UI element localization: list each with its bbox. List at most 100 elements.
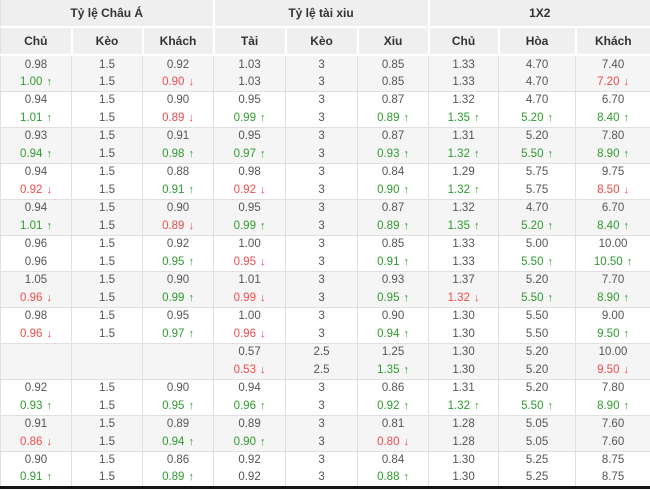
odds-value: 5.05 xyxy=(525,435,549,448)
odds-cell: 1.01 ↑ xyxy=(0,109,72,128)
odds-value: 0.89 xyxy=(162,219,185,232)
odds-cell: 0.94 xyxy=(213,379,287,397)
odds-cell: 1.32 ↑ xyxy=(428,145,500,164)
odds-value: 0.96 xyxy=(24,255,48,268)
odds-value: 3 xyxy=(318,418,325,431)
up-arrow-icon: ↑ xyxy=(188,471,194,484)
odds-value: 0.93 xyxy=(377,147,400,160)
odds-cell: 1.32 ↑ xyxy=(428,181,500,200)
odds-value: 1.5 xyxy=(99,238,115,251)
odds-value: 1.33 xyxy=(452,58,475,71)
odds-value: 1.25 xyxy=(381,346,405,359)
odds-cell: 0.94 ↑ xyxy=(0,145,72,164)
odds-cell: 0.81 xyxy=(357,415,430,433)
odds-value: 3 xyxy=(318,435,325,448)
column-header-row: Chủ Kèo Khách Tài Kèo Xiu Chủ Hòa Khách xyxy=(0,27,650,56)
odds-value: 8.50 xyxy=(597,183,620,196)
odds-value: 0.84 xyxy=(381,454,405,467)
odds-cell: 3 xyxy=(285,181,359,200)
up-arrow-icon: ↑ xyxy=(403,327,409,340)
odds-cell: 1.00 xyxy=(213,307,287,325)
table-row: 0.92 1.5 0.90 0.94 3 0.86 1.31 5.20 7.80 xyxy=(0,379,650,397)
odds-value: 0.95 xyxy=(238,202,261,215)
odds-value: 1.28 xyxy=(452,418,475,431)
odds-cell: 3 xyxy=(285,469,359,488)
odds-cell: 0.95 xyxy=(213,91,287,109)
odds-cell: 1.00 ↑ xyxy=(0,73,72,92)
up-arrow-icon: ↑ xyxy=(403,291,409,304)
odds-cell: 1.5 xyxy=(71,127,143,145)
odds-cell: 0.91 xyxy=(142,127,215,145)
odds-value: 1.32 xyxy=(447,183,470,196)
odds-value: 0.94 xyxy=(24,94,48,107)
odds-value: 5.50 xyxy=(521,147,544,160)
odds-cell: 0.95 ↑ xyxy=(142,253,215,272)
odds-cell: 1.33 xyxy=(428,55,500,73)
up-arrow-icon: ↑ xyxy=(188,435,194,448)
column-header-1x2-draw: Hòa xyxy=(498,27,577,56)
odds-value: 1.30 xyxy=(452,327,475,340)
up-arrow-icon: ↑ xyxy=(403,183,409,196)
odds-value: 1.35 xyxy=(377,363,400,376)
odds-cell: 0.99 ↓ xyxy=(213,289,287,308)
odds-cell: 1.30 xyxy=(428,325,500,344)
down-arrow-icon: ↓ xyxy=(403,435,409,448)
up-arrow-icon: ↑ xyxy=(403,471,409,484)
down-arrow-icon: ↓ xyxy=(46,327,52,340)
odds-cell: 0.85 xyxy=(357,55,430,73)
odds-cell: 5.25 xyxy=(498,469,577,488)
odds-cell: 0.96 ↓ xyxy=(0,325,72,344)
odds-cell: 3 xyxy=(285,145,359,164)
odds-cell: 0.91 xyxy=(0,415,72,433)
odds-cell: 8.75 xyxy=(575,469,650,488)
down-arrow-icon: ↓ xyxy=(623,183,629,196)
odds-value: 0.90 xyxy=(166,382,190,395)
odds-value: 3 xyxy=(318,183,325,196)
odds-value: 3 xyxy=(318,75,325,88)
column-header-asian-home: Chủ xyxy=(0,27,73,56)
odds-cell: 5.50 ↑ xyxy=(498,253,577,272)
odds-cell: 7.70 xyxy=(575,271,650,289)
odds-value: 7.40 xyxy=(601,58,625,71)
odds-value: 0.93 xyxy=(24,130,48,143)
odds-cell: 0.86 xyxy=(357,379,430,397)
odds-cell: 1.00 xyxy=(213,235,287,253)
odds-value: 1.32 xyxy=(447,147,470,160)
odds-cell: 1.31 xyxy=(428,127,500,145)
odds-cell: 0.92 ↑ xyxy=(357,397,430,416)
odds-value: 0.90 xyxy=(381,310,405,323)
odds-value: 0.87 xyxy=(381,130,405,143)
odds-cell: 5.20 xyxy=(498,127,577,145)
odds-cell: 10.00 xyxy=(576,235,650,253)
odds-value: 0.91 xyxy=(24,418,48,431)
odds-value: 0.95 xyxy=(238,94,261,107)
odds-cell: 0.94 xyxy=(0,91,72,109)
odds-cell: 8.90 ↑ xyxy=(575,145,650,164)
odds-cell: 0.85 xyxy=(357,73,430,92)
up-arrow-icon: ↑ xyxy=(46,399,52,412)
odds-value: 1.35 xyxy=(447,111,470,124)
odds-cell: 0.95 xyxy=(213,127,287,145)
odds-cell: 3 xyxy=(285,325,359,344)
odds-cell: 10.00 xyxy=(575,343,650,361)
odds-cell: 0.97 ↑ xyxy=(142,325,215,344)
odds-value: 0.86 xyxy=(20,435,43,448)
odds-value: 1.00 xyxy=(20,75,43,88)
odds-value: 1.01 xyxy=(238,274,261,287)
odds-value: 1.5 xyxy=(99,327,115,340)
odds-cell: 5.50 ↑ xyxy=(498,289,577,308)
odds-value: 0.97 xyxy=(162,327,185,340)
odds-cell: 8.90 ↑ xyxy=(575,289,650,308)
odds-value: 0.81 xyxy=(381,418,405,431)
odds-cell: 5.20 xyxy=(498,361,577,380)
odds-value: 0.92 xyxy=(20,183,43,196)
odds-value: 0.91 xyxy=(20,471,43,484)
down-arrow-icon: ↓ xyxy=(259,183,266,196)
odds-cell: 0.89 xyxy=(142,415,215,433)
odds-cell: 1.01 ↑ xyxy=(0,217,72,236)
odds-value: 2.5 xyxy=(313,363,330,376)
odds-cell: 1.30 xyxy=(428,451,500,469)
odds-cell: 3 xyxy=(285,307,359,325)
odds-value: 3 xyxy=(318,147,325,160)
odds-cell: 0.93 xyxy=(0,127,72,145)
